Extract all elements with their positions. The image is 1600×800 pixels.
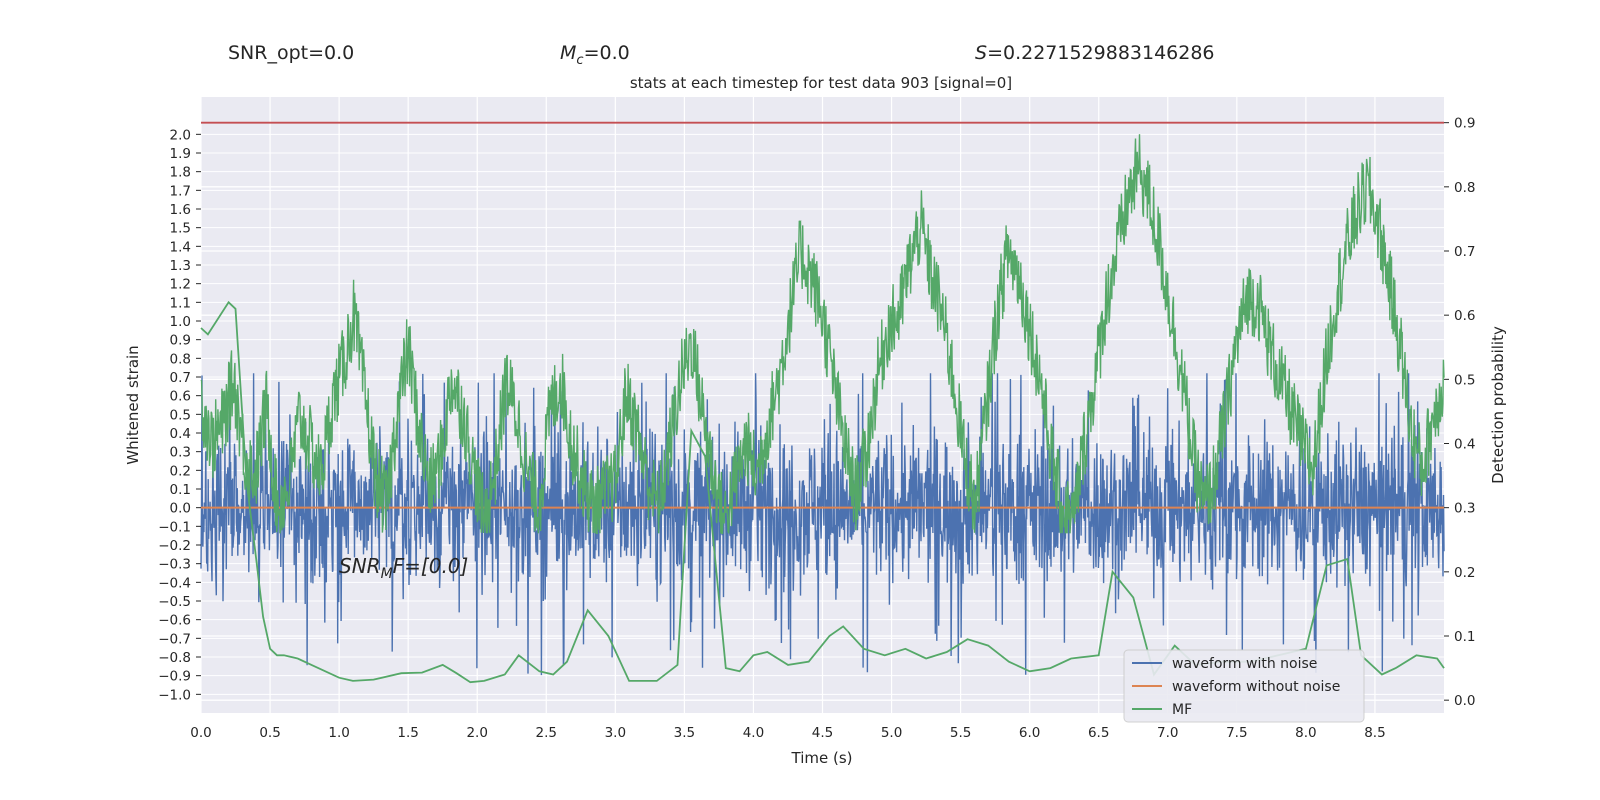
x-tick-label: 5.0 — [881, 725, 902, 741]
y-right-tick-label: 0.0 — [1454, 693, 1475, 709]
y-right-tick-label: 0.7 — [1454, 244, 1475, 260]
x-axis-ticks: 0.0 0.5 1.0 1.5 2.0 2.5 3.0 3.5 4.0 4.5 5.0 5.5 6.0 6… — [190, 725, 1385, 741]
y-left-tick-label: −0.4 — [158, 575, 191, 591]
x-tick-label: 0.0 — [190, 725, 211, 741]
legend-clean: waveform without noise — [1172, 679, 1340, 695]
y-left-tick-label: −0.6 — [158, 613, 191, 629]
x-tick-label: 5.5 — [950, 725, 971, 741]
mf-noisy-path — [200, 134, 1445, 534]
y-left-tick-label: −0.7 — [158, 631, 191, 647]
y-left-tick-label: 1.1 — [170, 295, 191, 311]
y-left-tick-label: 0.1 — [170, 482, 191, 498]
y-left-tick-label: 1.2 — [170, 277, 191, 293]
y-right-tick-label: 0.1 — [1454, 629, 1475, 645]
y-left-tick-label: −0.3 — [158, 557, 191, 573]
x-tick-label: 7.0 — [1157, 725, 1178, 741]
y-left-tick-label: 1.7 — [170, 183, 191, 199]
y-left-tick-label: 0.9 — [170, 333, 191, 349]
y-left-tick-label: 0.0 — [170, 501, 191, 517]
x-axis-label: Time (s) — [791, 749, 853, 767]
x-tick-label: 2.0 — [466, 725, 487, 741]
x-tick-label: 8.5 — [1364, 725, 1385, 741]
y-left-tick-label: −0.2 — [158, 538, 191, 554]
s-label: S=0.2271529883146286 — [975, 42, 1215, 64]
y-left-tick-label: 0.2 — [170, 463, 191, 479]
y-right-axis-ticks: 0.9 0.8 0.7 0.6 0.5 0.4 0.3 0.2 0.1 0.0 — [1444, 116, 1475, 709]
x-tick-label: 7.5 — [1226, 725, 1247, 741]
y-left-tick-label: −0.9 — [158, 669, 191, 685]
x-tick-label: 2.5 — [536, 725, 557, 741]
x-tick-label: 8.0 — [1295, 725, 1316, 741]
y-left-tick-label: −1.0 — [158, 687, 191, 703]
y-left-tick-label: 0.6 — [170, 389, 191, 405]
x-tick-label: 4.0 — [743, 725, 764, 741]
svg-text:S=0.2271529883146286: S=0.2271529883146286 — [975, 42, 1215, 64]
x-tick-label: 1.0 — [328, 725, 349, 741]
x-tick-label: 6.0 — [1019, 725, 1040, 741]
x-tick-label: 3.5 — [674, 725, 695, 741]
y-right-tick-label: 0.8 — [1454, 180, 1475, 196]
y-right-tick-label: 0.2 — [1454, 565, 1475, 581]
y-left-tick-label: −0.8 — [158, 650, 191, 666]
y-left-axis-label: Whitened strain — [124, 345, 142, 464]
series-waveform-with-noise — [200, 373, 1445, 676]
svg-text:SNRMF=[0.0]: SNRMF=[0.0] — [339, 554, 468, 582]
legend-mf: MF — [1172, 702, 1192, 718]
noise-path — [200, 373, 1445, 676]
y-right-tick-label: 0.5 — [1454, 372, 1475, 388]
legend: waveform with noise waveform without noi… — [1123, 649, 1365, 723]
y-left-tick-label: 1.8 — [170, 165, 191, 181]
snr-opt-label: SNR_opt=0.0 — [228, 42, 354, 64]
x-tick-label: 6.5 — [1088, 725, 1109, 741]
y-left-axis-ticks: 2.0 1.9 1.8 1.7 1.6 1.5 1.4 1.3 1.2 1.1 1.0 0.9 0.8 0… — [158, 127, 201, 703]
y-right-axis-label: Detection probability — [1489, 326, 1507, 484]
y-left-tick-label: 0.7 — [170, 370, 191, 386]
legend-noise: waveform with noise — [1172, 656, 1317, 672]
svg-text:Mc=0.0: Mc=0.0 — [560, 42, 630, 68]
snr-mf-annotation: SNRMF=[0.0] — [339, 554, 468, 582]
y-left-tick-label: 1.6 — [170, 202, 191, 218]
y-left-tick-label: −0.5 — [158, 594, 191, 610]
y-left-tick-label: 0.4 — [170, 426, 191, 442]
x-tick-label: 4.5 — [812, 725, 833, 741]
x-tick-label: 1.5 — [397, 725, 418, 741]
x-tick-label: 0.5 — [259, 725, 280, 741]
x-tick-label: 3.0 — [605, 725, 626, 741]
y-left-tick-label: 2.0 — [170, 127, 191, 143]
y-left-tick-label: 1.9 — [170, 146, 191, 162]
y-left-tick-label: 1.4 — [170, 239, 191, 255]
y-left-tick-label: 1.3 — [170, 258, 191, 274]
y-right-tick-label: 0.3 — [1454, 501, 1475, 517]
y-left-tick-label: 0.8 — [170, 351, 191, 367]
y-left-tick-label: −0.1 — [158, 519, 191, 535]
chart-title: stats at each timestep for test data 903… — [630, 74, 1012, 92]
y-right-tick-label: 0.9 — [1454, 116, 1475, 132]
y-left-tick-label: 0.3 — [170, 445, 191, 461]
y-left-tick-label: 1.0 — [170, 314, 191, 330]
y-right-tick-label: 0.4 — [1454, 437, 1475, 453]
y-right-tick-label: 0.6 — [1454, 308, 1475, 324]
y-left-tick-label: 1.5 — [170, 221, 191, 237]
y-left-tick-label: 0.5 — [170, 407, 191, 423]
mc-label: Mc=0.0 — [560, 42, 630, 68]
